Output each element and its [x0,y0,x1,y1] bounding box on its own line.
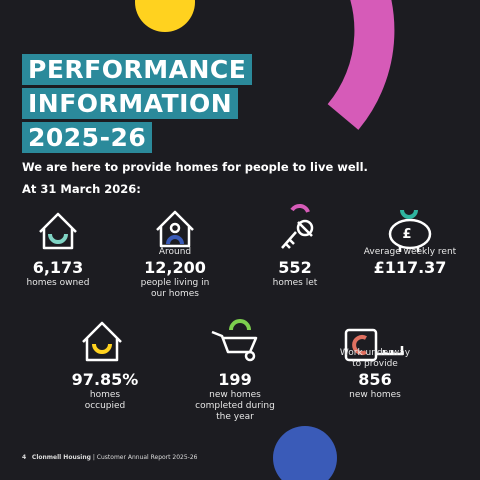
house-person-icon [156,210,194,248]
piggy-icon [388,218,432,252]
stat-prefix: Average weekly rent [363,247,457,257]
stat: 552 homes let [230,258,360,289]
subtitle: We are here to provide homes for people … [22,160,368,174]
stat-label: new homes [349,390,401,400]
icon-accent [352,335,367,355]
page-number: 4 [22,454,27,461]
stat: 97.85% homes occupied [40,370,170,412]
icon-accent [166,235,184,245]
title-line: 2025-26 [22,122,153,153]
stat-value: £117.37 [373,258,447,277]
stat-label: occupied [84,401,126,411]
title-line: INFORMATION [22,88,239,119]
icon-accent [92,343,112,354]
wheelbarrow-icon [211,330,258,362]
stat-label: homes owned [26,278,90,288]
stat: 199 new homes completed during the year [170,370,300,423]
pound-sign: £ [402,227,411,242]
stat: Work underway to provide 856 new homes [310,348,440,401]
house-icon [39,212,77,250]
key-icon [281,219,314,249]
stat-value: 6,173 [32,258,84,277]
footer: 4 Clonmell Housing | Customer Annual Rep… [22,454,197,461]
blue-circle [273,426,337,480]
icon-accent [48,233,68,244]
icon-accent [229,319,251,331]
stat-label: homes [89,390,121,400]
icon-accent [400,209,418,219]
date: At 31 March 2026: [22,182,141,196]
stat-value: 12,200 [144,258,206,277]
stat-label: our homes [151,289,199,299]
title-line: PERFORMANCE [22,54,253,85]
stat: Around 12,200 people living in our homes [110,247,240,300]
stat-label: the year [216,412,254,422]
stat: 6,173 homes owned [0,258,123,289]
separator: | [92,454,95,461]
stat-value: 97.85% [71,370,139,389]
stat-value: 199 [218,370,252,389]
icon-accent [290,204,310,213]
stat-label: homes let [272,278,318,288]
stat-prefix: Around [158,247,192,257]
stat-value: 552 [278,258,312,277]
yellow-circle [135,0,195,32]
house-icon [82,321,122,362]
stat-label: people living in [140,278,210,288]
org: Clonmell Housing [31,454,91,461]
stat: Average weekly rent £117.37 [345,247,475,278]
tape-icon [344,328,404,362]
stat-prefix: Work underway [339,348,411,358]
stat-label: new homes [209,390,261,400]
stat-prefix: to provide [352,359,398,369]
pink-arc [327,0,395,130]
stat-value: 856 [358,370,392,389]
report-name: Customer Annual Report 2025-26 [96,454,198,461]
stat-label: completed during [195,401,275,411]
